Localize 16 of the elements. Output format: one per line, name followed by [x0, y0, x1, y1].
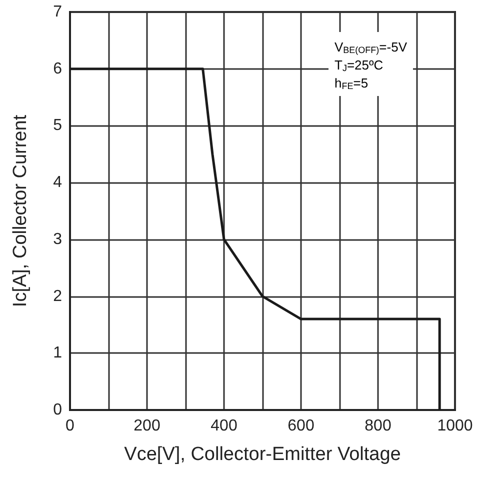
x-tick-label: 600 [288, 418, 314, 434]
y-axis-title: Ic[A], Collector Current [10, 114, 31, 308]
y-tick-label: 4 [53, 174, 62, 192]
x-tick-label: 800 [364, 418, 392, 434]
x-axis-title: Vce[V], Collector-Emitter Voltage [124, 444, 401, 465]
y-tick-label: 6 [53, 60, 62, 78]
y-tick-label: 7 [53, 4, 62, 20]
y-tick-label: 5 [53, 117, 62, 134]
x-tick-label: 200 [134, 418, 160, 434]
y-tick-label: 2 [53, 288, 62, 305]
y-tick-label: 3 [53, 230, 62, 248]
y-tick-label: 0 [53, 402, 62, 418]
x-tick-label: 0 [66, 418, 75, 434]
x-tick-label: 1000 [437, 418, 473, 434]
y-tick-label: 1 [53, 344, 62, 362]
x-tick-label: 400 [210, 418, 238, 434]
